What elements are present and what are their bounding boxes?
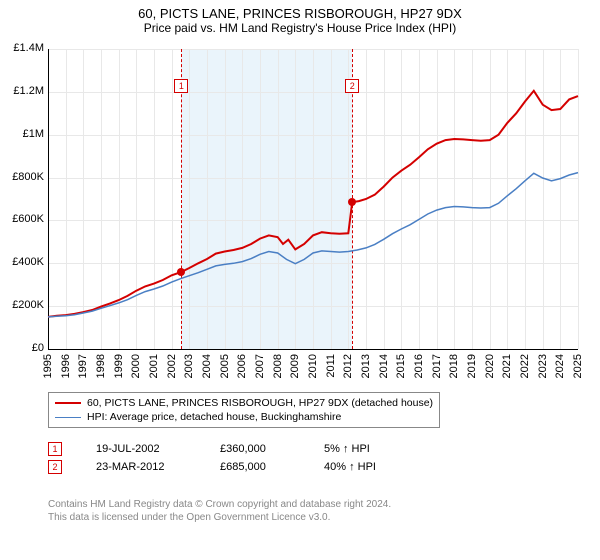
series-svg: [48, 49, 578, 349]
legend-row: 60, PICTS LANE, PRINCES RISBOROUGH, HP27…: [55, 396, 433, 410]
xtick-label: 2024: [554, 354, 566, 378]
sale-price: £360,000: [220, 443, 290, 455]
sale-dot: [177, 268, 185, 276]
xtick-label: 2018: [448, 354, 460, 378]
xtick-label: 2025: [572, 354, 584, 378]
xtick-label: 2008: [272, 354, 284, 378]
sale-dot: [348, 198, 356, 206]
copyright-line-1: Contains HM Land Registry data © Crown c…: [48, 498, 391, 511]
sale-price: £685,000: [220, 461, 290, 473]
x-axis-line: [48, 349, 578, 350]
sale-date: 19-JUL-2002: [96, 443, 186, 455]
copyright-line-2: This data is licensed under the Open Gov…: [48, 511, 391, 524]
xtick-label: 2004: [201, 354, 213, 378]
xtick-label: 2003: [183, 354, 195, 378]
xtick-label: 2001: [148, 354, 160, 378]
xtick-label: 2011: [325, 354, 337, 378]
gridline-v: [578, 49, 579, 349]
ytick-label: £1.2M: [2, 85, 44, 97]
xtick-label: 2014: [378, 354, 390, 378]
ytick-label: £0: [2, 342, 44, 354]
xtick-label: 1995: [42, 354, 54, 378]
legend-label: 60, PICTS LANE, PRINCES RISBOROUGH, HP27…: [87, 397, 433, 409]
chart-title-2: Price paid vs. HM Land Registry's House …: [0, 21, 600, 35]
sale-row-marker: 1: [48, 442, 62, 456]
chart-title-1: 60, PICTS LANE, PRINCES RISBOROUGH, HP27…: [0, 6, 600, 21]
xtick-label: 2007: [254, 354, 266, 378]
xtick-label: 2016: [413, 354, 425, 378]
xtick-label: 2015: [395, 354, 407, 378]
xtick-label: 1996: [60, 354, 72, 378]
xtick-label: 2010: [307, 354, 319, 378]
xtick-label: 2022: [519, 354, 531, 378]
legend-box: 60, PICTS LANE, PRINCES RISBOROUGH, HP27…: [48, 392, 440, 428]
xtick-label: 1999: [113, 354, 125, 378]
xtick-label: 2023: [537, 354, 549, 378]
xtick-label: 2019: [466, 354, 478, 378]
plot-area: 12: [48, 48, 578, 349]
ytick-label: £200K: [2, 299, 44, 311]
xtick-label: 2005: [219, 354, 231, 378]
sale-row-marker: 2: [48, 460, 62, 474]
sale-row: 2 23-MAR-2012 £685,000 40% ↑ HPI: [48, 460, 376, 474]
ytick-label: £1.4M: [2, 42, 44, 54]
sale-delta: 40% ↑ HPI: [324, 461, 376, 473]
xtick-label: 2009: [289, 354, 301, 378]
xtick-label: 2002: [166, 354, 178, 378]
sale-date: 23-MAR-2012: [96, 461, 186, 473]
legend-row: HPI: Average price, detached house, Buck…: [55, 410, 433, 424]
xtick-label: 1998: [95, 354, 107, 378]
xtick-label: 2012: [342, 354, 354, 378]
legend-swatch: [55, 402, 81, 404]
legend-label: HPI: Average price, detached house, Buck…: [87, 411, 341, 423]
xtick-label: 2021: [501, 354, 513, 378]
ytick-label: £800K: [2, 171, 44, 183]
xtick-label: 2017: [431, 354, 443, 378]
ytick-label: £400K: [2, 256, 44, 268]
title-block: 60, PICTS LANE, PRINCES RISBOROUGH, HP27…: [0, 0, 600, 35]
ytick-label: £600K: [2, 213, 44, 225]
xtick-label: 2013: [360, 354, 372, 378]
sale-delta: 5% ↑ HPI: [324, 443, 370, 455]
xtick-label: 2020: [484, 354, 496, 378]
sales-table: 1 19-JUL-2002 £360,000 5% ↑ HPI 2 23-MAR-2012…: [48, 438, 376, 478]
sale-row: 1 19-JUL-2002 £360,000 5% ↑ HPI: [48, 442, 376, 456]
copyright-block: Contains HM Land Registry data © Crown c…: [48, 498, 391, 524]
xtick-label: 1997: [77, 354, 89, 378]
xtick-label: 2006: [236, 354, 248, 378]
xtick-label: 2000: [130, 354, 142, 378]
legend-swatch: [55, 417, 81, 418]
ytick-label: £1M: [2, 128, 44, 140]
